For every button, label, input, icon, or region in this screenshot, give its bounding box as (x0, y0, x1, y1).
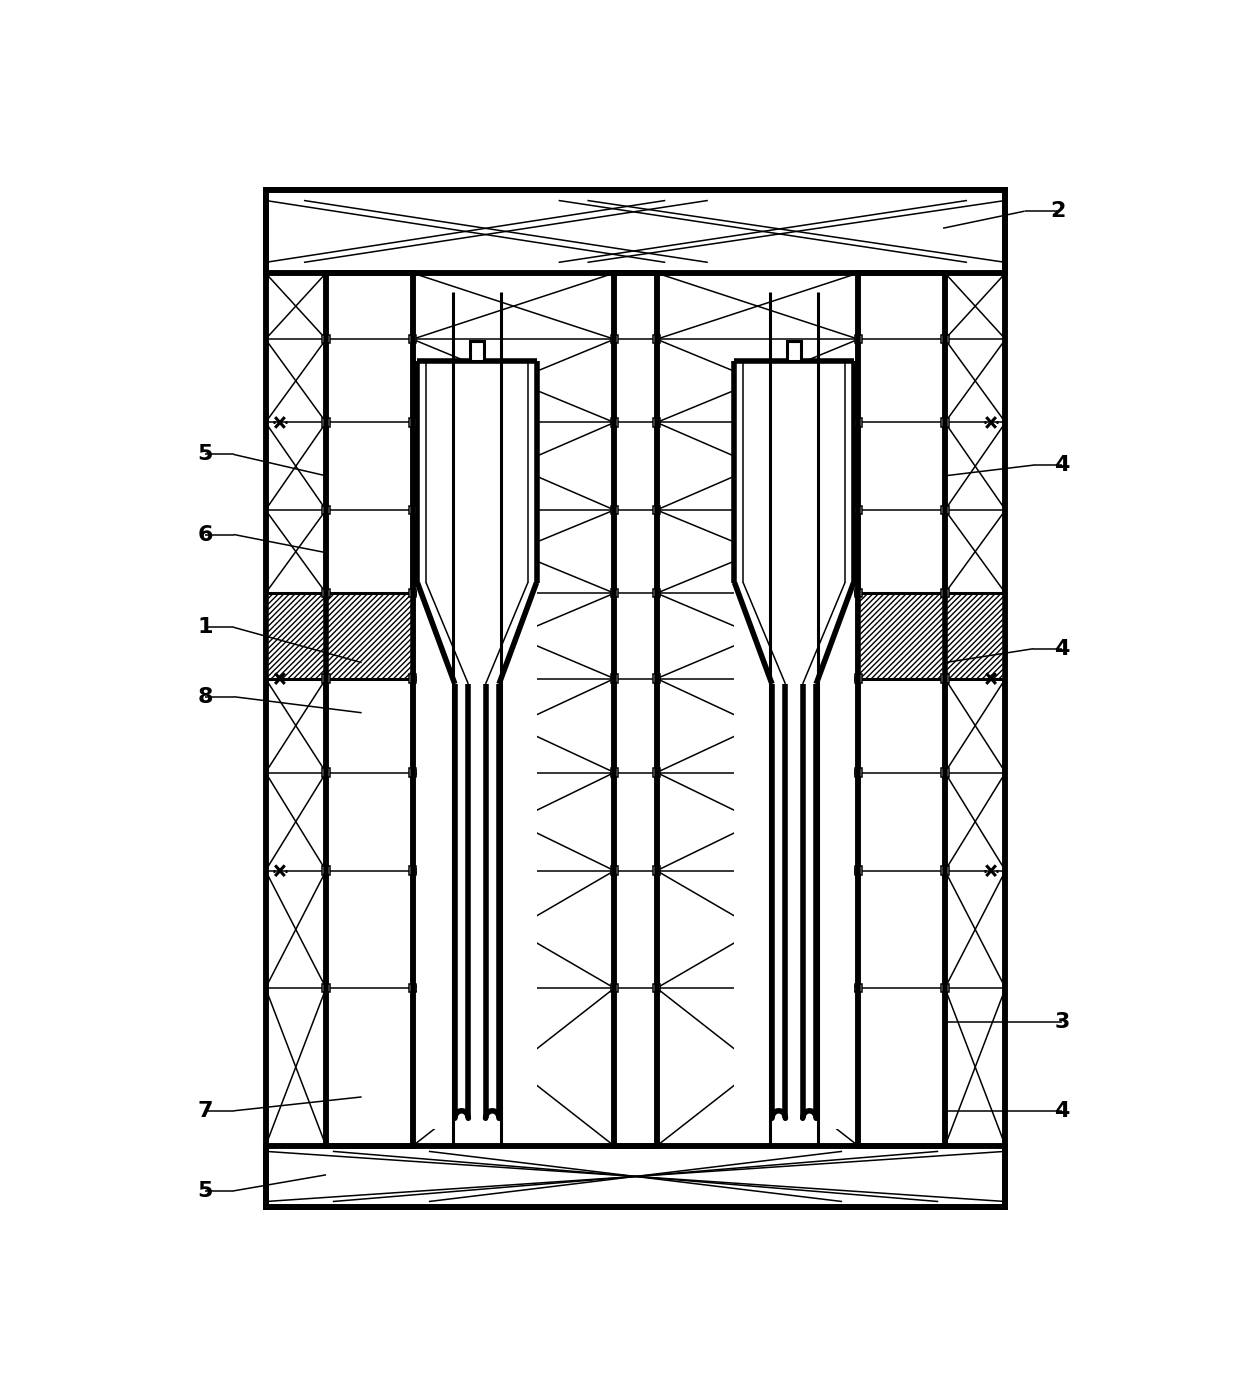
Bar (854, 768, 862, 776)
Bar (610, 866, 619, 875)
Bar (652, 589, 661, 597)
Bar (941, 675, 949, 683)
Bar (610, 589, 619, 597)
Text: 5: 5 (197, 445, 212, 464)
Bar (265, 1146, 1006, 1207)
Bar (265, 190, 1006, 273)
Bar (322, 984, 330, 992)
Text: 4: 4 (1054, 455, 1070, 475)
Bar (858, 593, 1006, 679)
Bar (322, 768, 330, 776)
Bar (326, 273, 413, 1146)
Bar (652, 984, 661, 992)
Bar (941, 984, 949, 992)
Text: 4: 4 (1054, 1100, 1070, 1121)
Bar (652, 506, 661, 514)
Bar (652, 419, 661, 427)
Bar (941, 768, 949, 776)
Bar (265, 593, 413, 679)
Bar (409, 419, 417, 427)
Bar (614, 273, 657, 1146)
Bar (610, 675, 619, 683)
Bar (409, 589, 417, 597)
Bar (854, 866, 862, 875)
Bar (610, 768, 619, 776)
Text: 8: 8 (197, 686, 213, 707)
Bar (854, 506, 862, 514)
Bar (265, 1146, 1006, 1207)
Bar (858, 273, 945, 1146)
Text: 2: 2 (1050, 201, 1066, 222)
Bar (409, 768, 417, 776)
Bar (409, 866, 417, 875)
Bar (854, 335, 862, 344)
Bar (941, 589, 949, 597)
Bar (854, 419, 862, 427)
Bar (787, 341, 801, 360)
Bar (322, 675, 330, 683)
Bar (941, 866, 949, 875)
Bar (941, 506, 949, 514)
Text: 5: 5 (197, 1181, 212, 1200)
Bar (265, 190, 1006, 1207)
Bar (854, 984, 862, 992)
Bar (322, 589, 330, 597)
Bar (409, 335, 417, 344)
Bar (941, 335, 949, 344)
Bar (265, 190, 1006, 1207)
Text: 7: 7 (197, 1100, 213, 1121)
Bar (322, 335, 330, 344)
Bar (409, 984, 417, 992)
Text: 4: 4 (1054, 639, 1070, 658)
Bar (610, 984, 619, 992)
Bar (614, 273, 657, 1146)
Bar (858, 273, 945, 1146)
Text: 1: 1 (197, 617, 213, 638)
Bar (610, 506, 619, 514)
Bar (610, 419, 619, 427)
Bar (854, 589, 862, 597)
Bar (470, 341, 484, 360)
Text: 6: 6 (197, 524, 213, 545)
Bar (322, 419, 330, 427)
Bar (322, 866, 330, 875)
Text: 3: 3 (1054, 1012, 1070, 1033)
Bar (652, 866, 661, 875)
Bar (941, 419, 949, 427)
Bar (409, 506, 417, 514)
Bar (652, 768, 661, 776)
Bar (734, 360, 853, 1130)
Bar (652, 335, 661, 344)
Bar (652, 675, 661, 683)
Bar (322, 506, 330, 514)
Bar (326, 273, 413, 1146)
Bar (610, 335, 619, 344)
Bar (418, 360, 537, 1130)
Bar (854, 675, 862, 683)
Bar (265, 190, 1006, 273)
Bar (409, 675, 417, 683)
